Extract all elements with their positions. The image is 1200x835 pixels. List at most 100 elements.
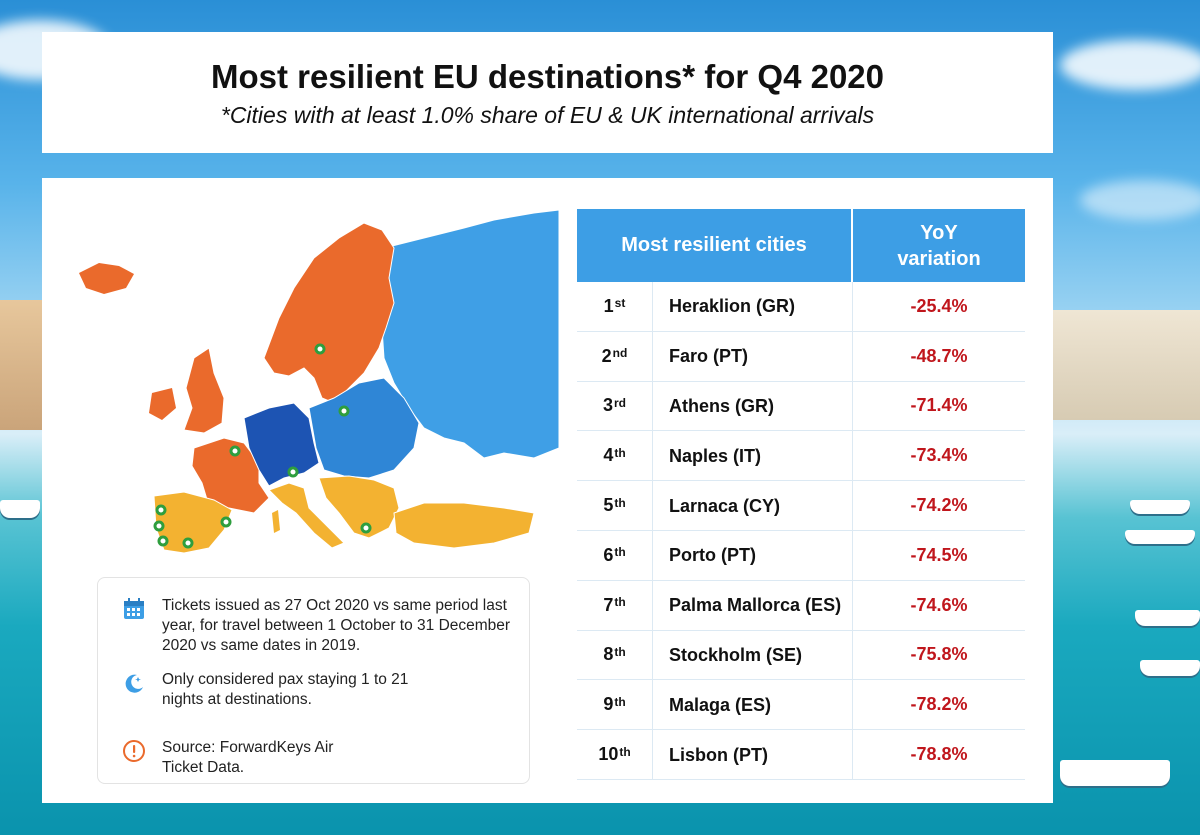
marker-malaga[interactable] — [182, 537, 194, 549]
yoy-cell: -74.2% — [910, 495, 968, 516]
background-boat — [1140, 660, 1200, 676]
moon-stars-icon — [122, 671, 146, 695]
column-header-cities: Most resilient cities — [577, 209, 853, 282]
map-region-italy — [268, 482, 345, 549]
page-subtitle: *Cities with at least 1.0% share of EU &… — [220, 102, 875, 128]
note-item: Source: ForwardKeys Air Ticket Data. — [122, 738, 372, 778]
rank-suffix: th — [619, 744, 631, 759]
europe-map-svg — [79, 209, 560, 554]
city-cell: Naples (IT) — [653, 431, 853, 481]
rank-number: 10 — [598, 744, 619, 765]
background-boat — [1060, 760, 1170, 786]
map-region-france — [191, 437, 270, 514]
map-region-eastern-eu — [308, 377, 420, 479]
marker-athens[interactable] — [360, 522, 372, 534]
note-text: Tickets issued as 27 Oct 2020 vs same pe… — [162, 597, 511, 654]
calendar-icon — [122, 597, 146, 621]
rank-number: 2 — [601, 345, 612, 366]
table-header: Most resilient cities YoY variation — [577, 209, 1025, 282]
europe-map — [64, 208, 564, 560]
map-region-nordic — [263, 222, 395, 404]
map-region-uk — [183, 347, 225, 434]
map-region-iceland — [79, 263, 134, 294]
rank-number: 9 — [603, 694, 614, 715]
city-cell: Malaga (ES) — [653, 680, 853, 730]
yoy-cell: -73.4% — [910, 445, 968, 466]
city-cell: Lisbon (PT) — [653, 730, 853, 779]
note-item: Tickets issued as 27 Oct 2020 vs same pe… — [122, 596, 522, 656]
city-cell: Palma Mallorca (ES) — [653, 580, 853, 630]
main-card: Tickets issued as 27 Oct 2020 vs same pe… — [42, 178, 1053, 803]
rank-suffix: th — [614, 644, 626, 659]
map-region-islands — [272, 510, 280, 533]
note-text: Source: ForwardKeys Air Ticket Data. — [162, 739, 334, 776]
yoy-cell: -25.4% — [910, 295, 968, 316]
note-text: Only considered pax staying 1 to 21 nigh… — [162, 671, 409, 708]
city-cell: Faro (PT) — [653, 331, 853, 381]
background-boat — [1125, 530, 1195, 544]
rank-number: 5 — [603, 495, 614, 516]
yoy-cell: -78.2% — [910, 694, 968, 715]
city-cell: Heraklion (GR) — [653, 282, 853, 331]
city-cell: Athens (GR) — [653, 381, 853, 431]
rank-suffix: st — [614, 296, 626, 311]
yoy-cell: -71.4% — [910, 395, 968, 416]
marker-porto[interactable] — [155, 504, 167, 516]
notes-box: Tickets issued as 27 Oct 2020 vs same pe… — [97, 577, 530, 784]
destination-markers — [153, 343, 372, 549]
background-cloud — [1060, 40, 1200, 90]
yoy-cell: -75.8% — [910, 644, 968, 665]
yoy-cell: -78.8% — [910, 744, 968, 765]
rank-suffix: rd — [614, 395, 626, 410]
rank-suffix: th — [614, 694, 626, 709]
rank-number: 4 — [603, 445, 614, 466]
marker-faro[interactable] — [157, 535, 169, 547]
map-region-ireland — [149, 388, 176, 420]
rank-number: 3 — [602, 395, 613, 416]
page-title: Most resilient EU destinations* for Q4 2… — [210, 58, 885, 95]
rank-suffix: th — [614, 495, 626, 510]
background-buildings-right — [1053, 310, 1200, 420]
background-boat — [1130, 500, 1190, 514]
yoy-cell: -74.6% — [910, 594, 968, 615]
marker-lisbon[interactable] — [153, 520, 165, 532]
rank-number: 1 — [603, 295, 614, 316]
exclamation-icon — [122, 739, 146, 763]
marker-palma[interactable] — [220, 516, 232, 528]
map-region-turkey — [393, 502, 535, 549]
background-boat — [1135, 610, 1200, 626]
map-region-balkans — [318, 475, 400, 539]
title-card: Most resilient EU destinations* for Q4 2… — [42, 32, 1053, 153]
rank-suffix: th — [614, 595, 626, 610]
background-boat — [0, 500, 40, 518]
background-buildings-left — [0, 300, 42, 430]
city-cell: Larnaca (CY) — [653, 481, 853, 530]
rank-suffix: nd — [612, 346, 628, 361]
map-region-central — [243, 402, 320, 487]
city-cell: Porto (PT) — [653, 530, 853, 580]
marker-milan[interactable] — [287, 466, 299, 478]
marker-stockholm[interactable] — [314, 343, 326, 355]
note-item: Only considered pax staying 1 to 21 nigh… — [122, 670, 412, 710]
marker-warsaw[interactable] — [338, 405, 350, 417]
marker-paris[interactable] — [229, 445, 241, 457]
yoy-cell: -74.5% — [910, 544, 968, 565]
